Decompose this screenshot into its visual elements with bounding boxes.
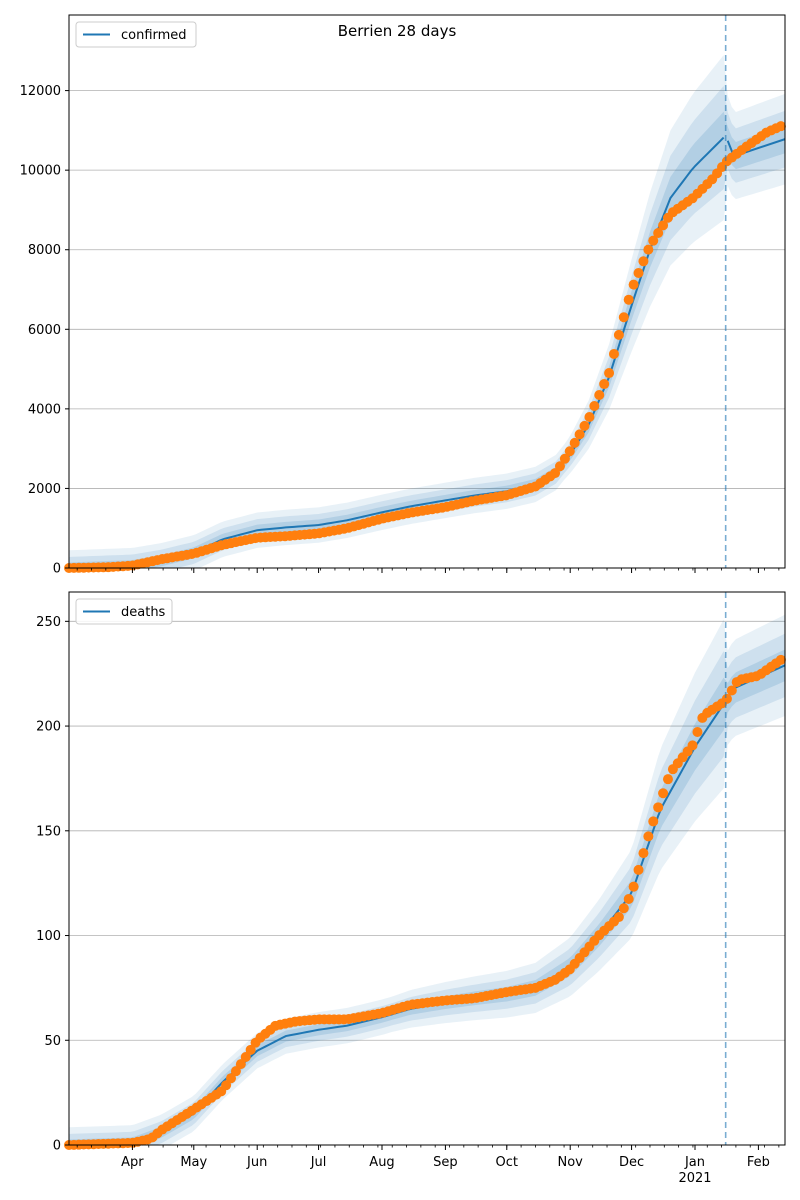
observed-point xyxy=(594,390,605,401)
observed-point xyxy=(775,121,786,132)
observed-point xyxy=(579,420,590,431)
uncertainty-band xyxy=(69,633,785,1145)
observed-point xyxy=(613,329,624,340)
observed-point xyxy=(584,411,595,422)
confirmed-panel: 0 2000 4000 6000 8000 10000 12000 confirmed xyxy=(20,14,786,577)
observed-point xyxy=(638,848,649,859)
observed-point xyxy=(628,279,639,290)
x-tick-label: Jun xyxy=(246,1155,267,1170)
y-tick-label: 4000 xyxy=(28,402,61,417)
observed-point xyxy=(653,228,664,239)
observed-point xyxy=(618,903,629,914)
y-tick-label: 150 xyxy=(36,824,61,839)
uncertainty-band xyxy=(69,649,785,1145)
uncertainty-band xyxy=(69,111,785,569)
y-tick-label: 2000 xyxy=(28,482,61,497)
observed-point xyxy=(662,774,673,785)
observed-point xyxy=(633,864,644,875)
axes-frame xyxy=(68,14,786,569)
y-tick-label: 10000 xyxy=(20,164,61,179)
x-tick-label: Oct xyxy=(496,1155,518,1170)
legend-label: confirmed xyxy=(121,28,187,43)
x-tick-label: Nov xyxy=(558,1155,584,1170)
observed-point xyxy=(589,400,600,411)
axes-frame xyxy=(68,591,786,1146)
observed-point xyxy=(618,312,629,323)
legend-box xyxy=(75,21,197,48)
figure-title: Berrien 28 days xyxy=(338,22,457,40)
observed-point xyxy=(554,461,565,472)
y-tick-label: 6000 xyxy=(28,323,61,338)
observed-point xyxy=(648,816,659,827)
x-tick-label: Dec xyxy=(619,1155,644,1170)
observed-point xyxy=(628,881,639,892)
observed-point xyxy=(623,294,634,305)
observed-point xyxy=(775,654,786,665)
legend: confirmed xyxy=(75,21,197,48)
observed-point xyxy=(721,693,732,704)
y-tick-label: 100 xyxy=(36,929,61,944)
observed-point xyxy=(658,220,669,231)
observed-point xyxy=(692,727,703,738)
observed-point xyxy=(564,446,575,457)
observed-point xyxy=(230,1066,241,1077)
observed-point xyxy=(613,912,624,923)
observed-point xyxy=(643,831,654,842)
observed-point xyxy=(604,368,615,379)
observed-point xyxy=(633,267,644,278)
x-tick-label: Jul xyxy=(310,1155,327,1170)
observed-point xyxy=(569,437,580,448)
x-tick-label: May xyxy=(180,1155,207,1170)
x-year-label: 2021 xyxy=(678,1171,711,1186)
y-tick-label: 200 xyxy=(36,720,61,735)
uncertainty-band xyxy=(69,55,785,569)
legend: deaths xyxy=(75,598,173,625)
observed-point xyxy=(599,379,610,390)
x-tick-label: Jan xyxy=(684,1155,705,1170)
observed-point xyxy=(240,1052,251,1063)
deaths-panel: 0 50 100 150 200 250 deaths Apr May Jun Jul Aug Sep O… xyxy=(36,591,786,1186)
observed-point xyxy=(653,802,664,813)
observed-point xyxy=(574,429,585,440)
y-tick-label: 12000 xyxy=(20,84,61,99)
uncertainty-band xyxy=(69,614,785,1145)
uncertainty-band xyxy=(69,86,785,568)
observed-point xyxy=(643,244,654,255)
legend-box xyxy=(75,598,173,625)
observed-point xyxy=(623,894,634,905)
observed-point xyxy=(559,453,570,464)
observed-point xyxy=(658,788,669,799)
legend-label: deaths xyxy=(121,605,166,620)
observed-point xyxy=(235,1059,246,1070)
observed-point xyxy=(221,1080,232,1091)
y-tick-label: 0 xyxy=(53,562,61,577)
x-tick-label: Aug xyxy=(369,1155,394,1170)
y-tick-label: 50 xyxy=(44,1034,61,1049)
y-tick-label: 250 xyxy=(36,615,61,630)
y-tick-label: 8000 xyxy=(28,243,61,258)
observed-point xyxy=(226,1073,237,1084)
observed-point xyxy=(608,348,619,359)
observed-point xyxy=(687,740,698,751)
x-tick-label: Apr xyxy=(121,1155,144,1170)
y-tick-label: 0 xyxy=(53,1139,61,1154)
observed-point xyxy=(648,235,659,246)
observed-point xyxy=(638,256,649,267)
observed-point xyxy=(245,1044,256,1055)
x-tick-label: Sep xyxy=(433,1155,458,1170)
observed-point xyxy=(726,685,737,696)
x-tick-label: Feb xyxy=(747,1155,770,1170)
